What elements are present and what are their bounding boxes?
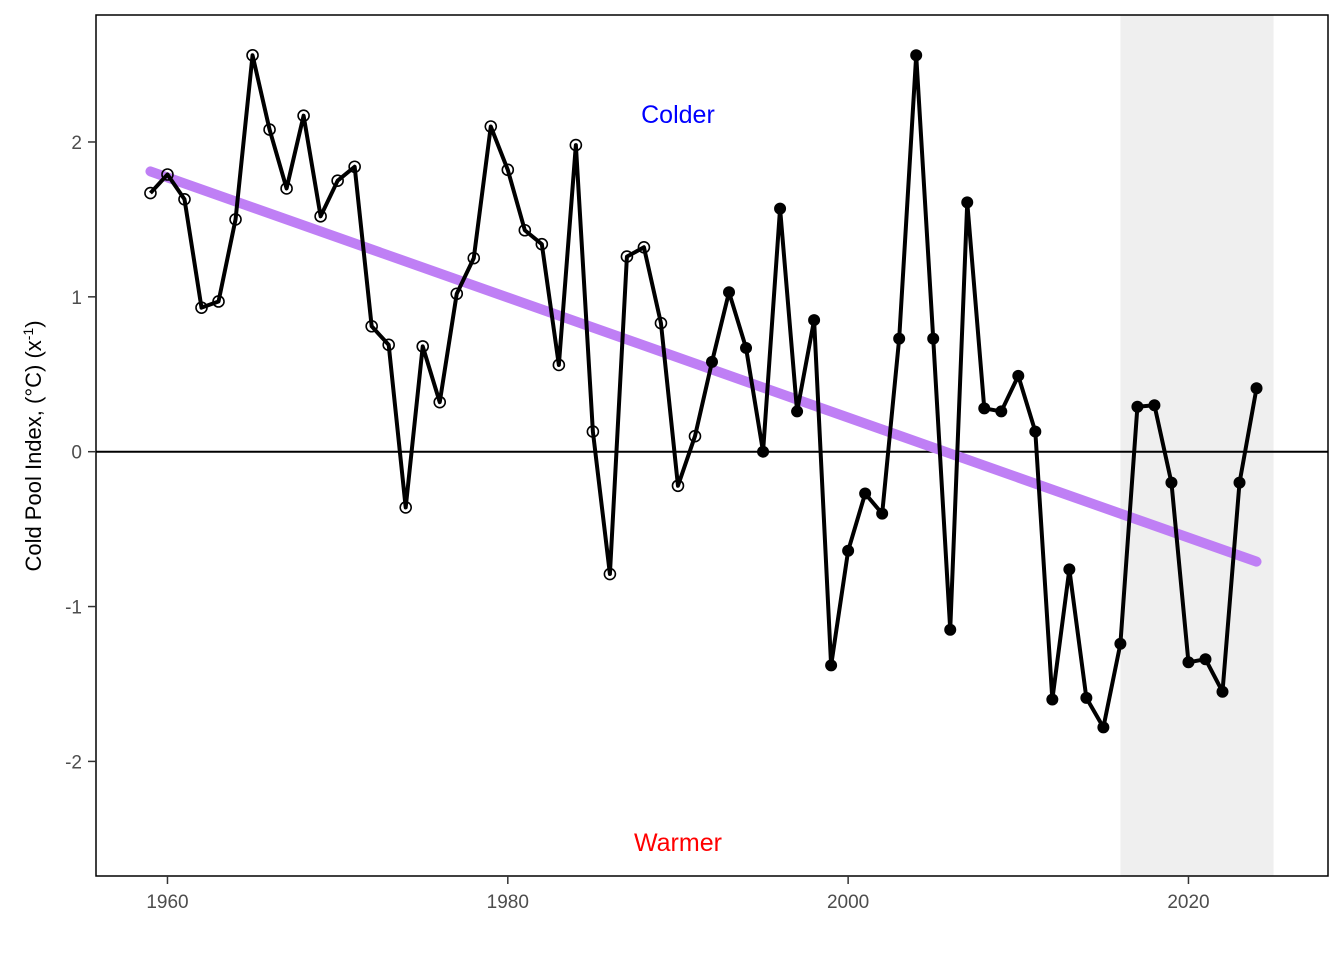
y-axis-title-close: ) [21,320,46,327]
data-point [961,196,974,209]
data-point [1199,653,1212,666]
data-point [535,237,549,251]
data-point [518,223,532,237]
data-point [1148,399,1161,412]
data-point [382,338,395,352]
x-tick-label: 1980 [487,892,529,913]
data-point [910,49,923,62]
data-point [348,160,361,174]
data-point [229,213,242,226]
data-point [620,250,634,263]
data-point [671,479,685,493]
y-axis: -2 -1 0 1 2 [65,133,96,773]
data-point [995,405,1008,418]
data-point [1250,382,1263,395]
data-point [893,332,906,345]
x-tick-label: 2020 [1167,892,1209,913]
data-point [876,507,889,520]
data-point [1097,721,1110,734]
y-tick-label: -1 [65,598,82,619]
shaded-recent-period [1120,15,1274,876]
data-point [365,319,378,333]
data-point [1131,400,1144,413]
data-point [791,405,804,418]
index-series [148,53,1259,730]
data-point [467,251,481,265]
annotation-colder: Colder [641,101,715,129]
data-point [740,341,753,354]
data-point [808,314,821,327]
data-point [586,425,600,438]
data-point [399,501,413,514]
data-point [1165,476,1178,489]
y-tick-label: 2 [71,133,82,154]
x-tick-label: 1960 [146,892,188,913]
trend-line-segment [145,166,1262,567]
data-point [603,567,617,581]
data-point [842,544,855,557]
data-point [501,163,515,177]
data-point [433,395,447,409]
data-point [654,316,668,330]
data-point [416,340,430,353]
data-point [161,168,174,181]
data-point [144,186,157,200]
data-point [1216,685,1229,698]
data-point [927,332,940,345]
trend-line [145,166,1262,567]
data-point [1080,691,1093,704]
y-tick-label: 0 [71,443,82,464]
data-point [1182,656,1195,669]
data-point [314,210,327,223]
data-point [825,659,838,672]
data-point [263,123,276,136]
data-point [195,301,208,314]
data-point [1046,693,1059,706]
data-point [450,287,464,301]
data-point [178,192,191,206]
data-point [1012,369,1025,382]
y-axis-title-superscript: -1 [20,328,36,341]
data-point [1114,637,1127,650]
data-point [212,295,225,308]
data-point [1029,425,1042,438]
y-tick-label: 1 [71,288,82,309]
data-point [569,138,583,152]
panel-border [95,14,1329,877]
data-point [1233,476,1246,489]
data-point [1063,563,1076,576]
data-point [637,240,651,254]
series-line [148,53,1259,730]
data-point [484,120,498,133]
y-axis-title-main: Cold Pool Index, (°C) (x [21,340,46,571]
data-point [859,487,872,500]
shaded-region-rect [1120,15,1274,876]
data-point [688,429,702,443]
y-axis-title: Cold Pool Index, (°C) (x-1) [20,320,46,571]
data-point [978,402,991,415]
data-point [774,202,787,215]
annotation-warmer: Warmer [634,829,722,857]
y-tick-label: -2 [65,752,82,773]
data-point [331,174,344,187]
data-point [706,355,718,368]
x-axis: 1960 1980 2000 2020 [146,876,1210,913]
data-point [297,109,310,122]
data-point [552,358,566,372]
data-point [723,286,736,299]
x-tick-label: 2000 [827,892,869,913]
data-point [944,623,957,636]
data-point [757,445,770,458]
data-points [144,48,1263,734]
data-point [280,182,293,195]
data-point [246,48,259,62]
